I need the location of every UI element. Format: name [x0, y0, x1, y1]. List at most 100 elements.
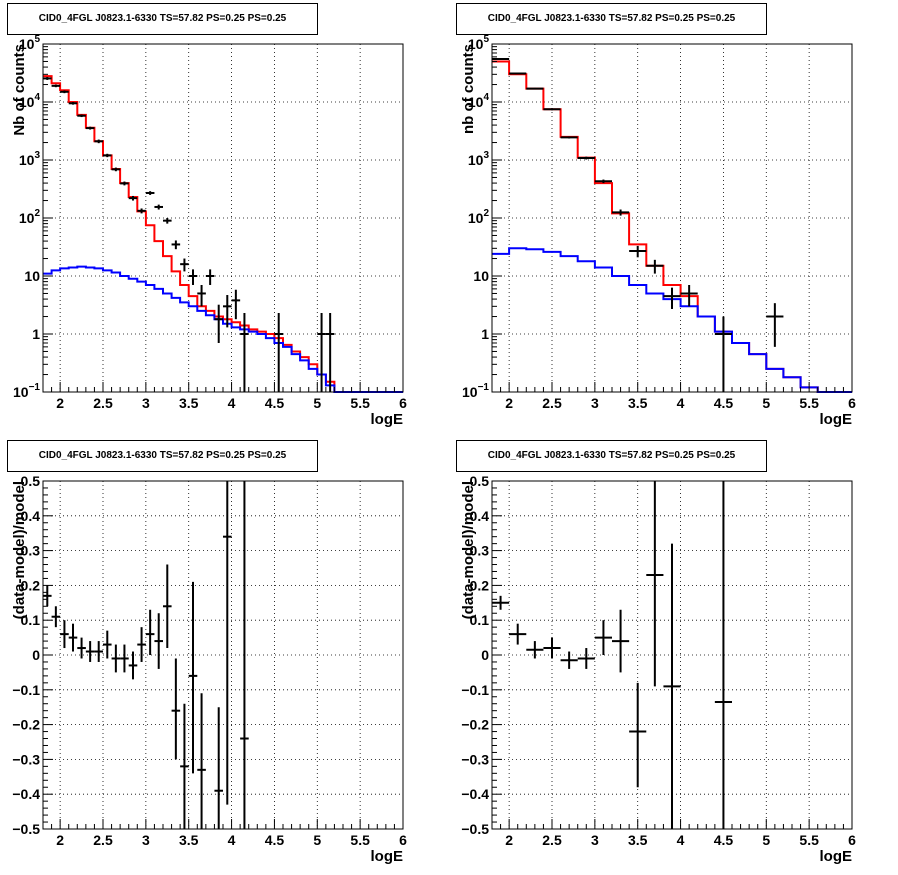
data-point [577, 648, 595, 669]
y-tick-label: 0.5 [21, 473, 41, 489]
gridlines [43, 481, 403, 829]
x-axis-title: logE [371, 848, 404, 865]
data-point [60, 620, 69, 649]
pad-top-right: 2 2.5 3 3.5 4 4.5 5 5.5 6 10−1 1 10 102 103 104 105 logE… [449, 0, 898, 437]
data-point [680, 284, 698, 307]
x-tick-label: 3.5 [179, 395, 199, 411]
y-tick-label: 1 [481, 326, 489, 342]
x-tick-label: 5.5 [350, 395, 370, 411]
plot-bottom-right: 2 2.5 3 3.5 4 4.5 5 5.5 6 −0.5 −0.4 −0.3 −0.2 −0.1 0 0.… [460, 473, 856, 865]
plot-title: CID0_4FGL J0823.1-6330 TS=57.82 PS=0.25 … [7, 3, 318, 35]
data-point [560, 136, 578, 139]
data-point [197, 284, 206, 307]
data-point [214, 707, 223, 829]
y-tick-label: 103 [19, 150, 41, 168]
x-tick-label: 6 [848, 395, 856, 411]
y-tick-label: −0.2 [461, 717, 489, 733]
plot-top-right: 2 2.5 3 3.5 4 4.5 5 5.5 6 10−1 1 10 102 103 104 105 logE… [460, 34, 856, 428]
x-tick-label: 4.5 [265, 832, 285, 848]
y-tick-label: 104 [468, 92, 490, 110]
data-point [85, 641, 95, 662]
x-tick-label: 2 [56, 395, 64, 411]
y-tick-label: −0.3 [12, 751, 40, 767]
data-point [111, 167, 121, 172]
pad-bottom-right: 2 2.5 3 3.5 4 4.5 5 5.5 6 −0.5 −0.4 −0.3 −0.2 −0.1 0 0.… [449, 437, 898, 875]
pad-top-left: 2 2.5 3 3.5 4 4.5 5 5.5 6 10−1 1 10 102 103 104 105 logE… [0, 0, 449, 437]
x-axis-title: logE [820, 848, 853, 865]
data-point [188, 581, 198, 774]
x-tick-label: 3.5 [628, 395, 648, 411]
y-tick-label: 102 [19, 208, 41, 226]
data-point [180, 703, 189, 829]
y-tick-label: 10 [473, 268, 489, 284]
y-tick-label: 10 [24, 268, 40, 284]
x-tick-label: 2.5 [542, 832, 562, 848]
data-points [492, 58, 784, 392]
y-tick-label: 10−1 [462, 382, 489, 400]
data-point [663, 543, 681, 829]
y-tick-label: −0.3 [461, 751, 489, 767]
data-point [111, 644, 121, 673]
y-tick-label: 0.4 [21, 508, 41, 524]
y-tick-label: 0.5 [470, 473, 490, 489]
data-point [188, 269, 198, 285]
y-tick-label: 1 [32, 326, 40, 342]
y-tick-label: 0 [481, 647, 489, 663]
x-tick-label: 5.5 [799, 395, 819, 411]
x-tick-label: 4 [228, 395, 236, 411]
data-point [154, 204, 163, 210]
y-tick-label: 0 [32, 647, 40, 663]
data-point [526, 87, 544, 90]
data-point [214, 304, 223, 343]
data-point [766, 303, 784, 347]
data-point [103, 153, 112, 158]
y-axis-title: nb of counts [460, 44, 477, 134]
data-point [714, 316, 732, 392]
data-point [137, 208, 146, 214]
data-point [231, 289, 241, 320]
y-tick-label: 0.4 [470, 508, 490, 524]
x-tick-label: 2 [56, 832, 64, 848]
data-point [646, 481, 664, 687]
data-points [492, 481, 732, 829]
y-tick-label: −0.4 [461, 786, 489, 802]
x-tick-label: 3 [142, 832, 150, 848]
x-tick-label: 4.5 [714, 395, 734, 411]
axis-ticks [491, 480, 853, 830]
data-point [274, 313, 283, 392]
axis-ticks [491, 46, 853, 393]
y-axis-title: (data-model)/model [11, 481, 28, 619]
x-tick-label: 3.5 [179, 832, 199, 848]
plot-bottom-left: 2 2.5 3 3.5 4 4.5 5 5.5 6 −0.5 −0.4 −0.3 −0.2 −0.1 0 0.… [11, 473, 407, 865]
x-tick-label: 2.5 [93, 395, 113, 411]
x-tick-label: 3 [591, 395, 599, 411]
data-point [560, 651, 578, 669]
data-point [60, 90, 69, 94]
gridlines [492, 44, 852, 392]
x-tick-label: 5 [762, 395, 770, 411]
y-axis-title: Nb of counts [11, 44, 28, 136]
data-point [154, 613, 163, 669]
data-point [128, 195, 138, 201]
data-point [94, 139, 103, 144]
data-points [43, 481, 249, 829]
x-tick-label: 6 [399, 832, 407, 848]
x-axis-title: logE [371, 411, 404, 428]
data-point [137, 627, 146, 662]
y-tick-label: 0.2 [470, 577, 490, 593]
x-tick-label: 3 [591, 832, 599, 848]
x-tick-label: 4 [677, 395, 685, 411]
data-point [492, 595, 510, 610]
data-point [646, 259, 664, 274]
y-tick-label: −0.2 [12, 717, 40, 733]
data-point [714, 481, 732, 829]
plot-title: CID0_4FGL J0823.1-6330 TS=57.82 PS=0.25 … [456, 3, 767, 35]
x-tick-label: 4 [677, 832, 685, 848]
data-point [51, 84, 61, 88]
data-point [43, 585, 52, 607]
y-tick-label: 0.3 [21, 543, 41, 559]
data-point [594, 179, 612, 184]
data-point [612, 609, 630, 673]
y-tick-label: 102 [468, 208, 490, 226]
data-point [171, 658, 181, 760]
